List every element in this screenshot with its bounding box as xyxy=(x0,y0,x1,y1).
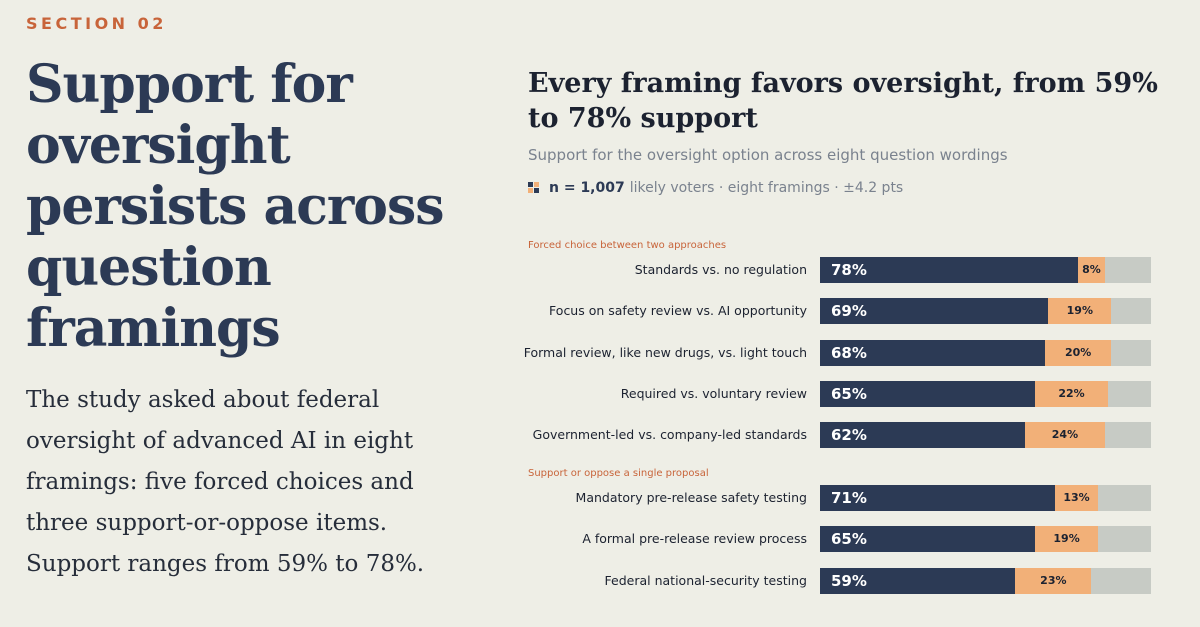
oppose-value-label: 22% xyxy=(1058,386,1085,400)
chart-title: Every framing favors oversight, from 59%… xyxy=(528,68,1158,134)
support-value-label: 62% xyxy=(831,426,867,445)
row-label: Required vs. voluntary review xyxy=(620,385,807,401)
oppose-value-label: 13% xyxy=(1063,491,1090,504)
support-bar: 62% xyxy=(820,422,1026,449)
bar-track: 68% 20% xyxy=(820,339,1151,366)
section-label: SECTION 02 xyxy=(26,14,167,33)
support-value-label: 59% xyxy=(831,571,867,590)
row-label: Government-led vs. company-led standards xyxy=(532,427,807,443)
row-label: Standards vs. no regulation xyxy=(634,262,807,277)
bar-track: 65% 22% xyxy=(820,380,1151,407)
oppose-bar: 24% xyxy=(1025,422,1105,449)
support-bar: 78% xyxy=(820,257,1079,283)
group-label: Forced choice between two approaches xyxy=(528,240,727,251)
bar-track: 62% 24% xyxy=(820,422,1151,449)
oppose-value-label: 19% xyxy=(1066,304,1093,318)
support-bar: 71% xyxy=(820,485,1055,511)
oppose-bar: 22% xyxy=(1035,380,1108,407)
support-bar: 69% xyxy=(820,298,1049,325)
sample-size: n = 1,007 xyxy=(549,180,625,196)
oppose-bar: 19% xyxy=(1035,526,1099,553)
bar-track: 59% 23% xyxy=(820,567,1151,594)
page-headline: Support for oversight persists across qu… xyxy=(26,54,445,359)
group-label: Support or oppose a single proposal xyxy=(528,468,709,479)
bar-track: 78% 8% xyxy=(820,257,1151,283)
support-value-label: 68% xyxy=(831,343,867,362)
row-label: Formal review, like new drugs, vs. light… xyxy=(523,344,807,360)
oppose-value-label: 23% xyxy=(1040,573,1067,587)
support-value-label: 65% xyxy=(831,384,867,403)
sample-note: n = 1,007 likely voters · eight framings… xyxy=(528,180,903,196)
oppose-bar: 8% xyxy=(1078,257,1105,283)
oppose-bar: 20% xyxy=(1045,339,1112,366)
support-bar: 65% xyxy=(820,526,1036,553)
bar-track: 69% 19% xyxy=(820,298,1151,325)
sample-details: likely voters · eight framings · ±4.2 pt… xyxy=(629,180,904,196)
support-bar: 68% xyxy=(820,339,1046,366)
oppose-bar: 13% xyxy=(1055,485,1099,511)
oppose-bar: 23% xyxy=(1015,567,1092,594)
row-label: Mandatory pre-release safety testing xyxy=(575,490,807,505)
bar-track: 71% 13% xyxy=(820,485,1151,511)
row-label: A formal pre-release review process xyxy=(582,531,807,547)
grid-icon xyxy=(528,182,540,194)
row-label: Focus on safety review vs. AI opportunit… xyxy=(549,303,807,319)
oppose-value-label: 8% xyxy=(1082,263,1101,276)
support-value-label: 69% xyxy=(831,302,867,321)
body-text: The study asked about federal oversight … xyxy=(26,387,425,577)
oppose-bar: 19% xyxy=(1048,298,1112,325)
support-value-label: 78% xyxy=(831,261,867,279)
bar-track: 65% 19% xyxy=(820,526,1151,553)
support-value-label: 71% xyxy=(831,489,867,507)
row-label: Federal national-security testing xyxy=(604,572,807,588)
oppose-value-label: 24% xyxy=(1051,428,1079,442)
oppose-value-label: 20% xyxy=(1065,345,1092,359)
support-bar: 59% xyxy=(820,567,1016,594)
support-bar: 65% xyxy=(820,380,1036,407)
oppose-value-label: 19% xyxy=(1053,532,1080,546)
chart-subtitle: Support for the oversight option across … xyxy=(528,146,1008,164)
support-value-label: 65% xyxy=(831,530,867,549)
